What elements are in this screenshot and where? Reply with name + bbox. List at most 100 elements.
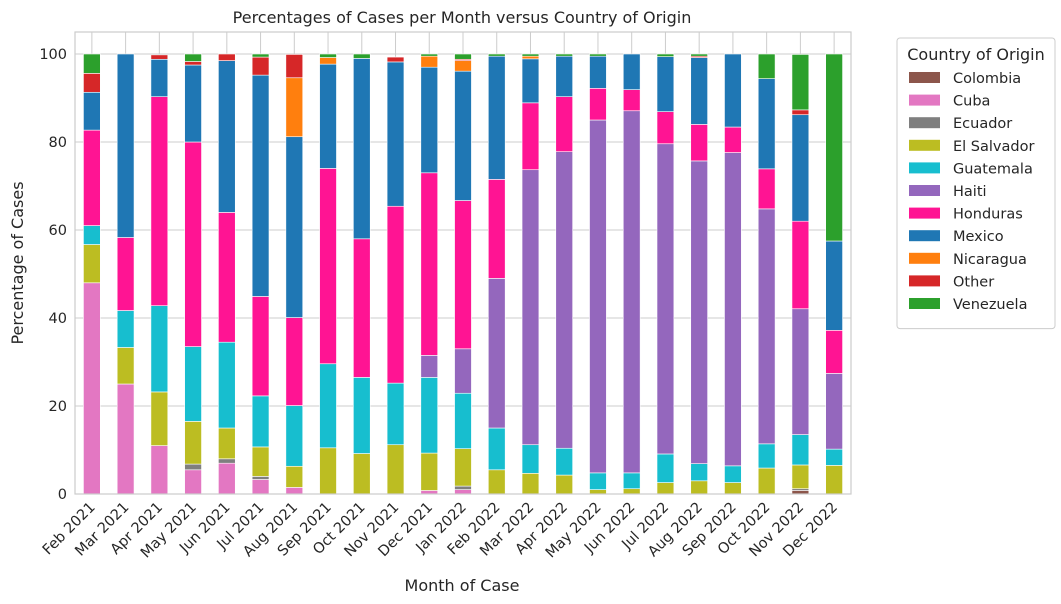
bar-segment-honduras — [184, 141, 202, 347]
bar-segment-honduras — [555, 96, 573, 152]
y-tick-label: 60 — [49, 223, 67, 239]
bar-segment-mexico — [353, 58, 371, 240]
bar-segment-honduras — [454, 200, 472, 350]
bar-segment-haiti — [757, 208, 776, 445]
plot-frame — [74, 31, 852, 495]
bar-segment-guatemala — [690, 463, 708, 482]
bar-segment-el-salvador — [251, 446, 270, 477]
chart-title: Percentages of Cases per Month versus Co… — [233, 8, 692, 27]
bar-segment-mexico — [488, 55, 506, 180]
bar-segment-mexico — [218, 60, 236, 213]
bar-segment-honduras — [724, 126, 742, 153]
legend-items: Colombia Cuba Ecuador El Salvador Guatemala H… — [909, 71, 1034, 313]
bar-segment-guatemala — [488, 427, 506, 471]
bar-segment-haiti — [622, 110, 641, 474]
bar-segment-nicaragua — [521, 55, 540, 60]
bar-segment-guatemala — [724, 465, 742, 483]
bar-segment-honduras — [218, 212, 236, 343]
legend-swatch-el-salvador — [909, 139, 940, 151]
bar-segment-mexico — [724, 53, 742, 128]
bar-segment-el-salvador — [690, 480, 708, 495]
bar-segment-el-salvador — [116, 347, 135, 385]
bar-segment-venezuela — [251, 53, 270, 58]
bar-segment-ecuador — [184, 463, 202, 471]
bar-segment-guatemala — [555, 447, 573, 476]
bar-segment-mexico — [251, 74, 270, 297]
bar-segment-ecuador — [218, 458, 236, 464]
bar-segment-honduras — [521, 102, 540, 171]
legend-label-honduras: Honduras — [953, 207, 1023, 223]
bar-segment-venezuela — [488, 53, 506, 57]
bar-segment-haiti — [825, 373, 843, 450]
legend-label-ecuador: Ecuador — [953, 116, 1012, 132]
bar-segment-haiti — [454, 348, 472, 394]
bar-segment-honduras — [386, 205, 405, 384]
bar-segment-mexico — [184, 64, 202, 143]
bar-segment-ecuador — [454, 485, 472, 490]
bar-segment-honduras — [353, 238, 371, 378]
legend-swatch-other — [909, 275, 940, 287]
legend-label-mexico: Mexico — [953, 229, 1004, 245]
bar-segment-haiti — [656, 143, 675, 455]
bar-segment-honduras — [791, 220, 810, 310]
bar-segment-venezuela — [791, 54, 810, 111]
bar-segment-honduras — [150, 96, 169, 306]
bar-segment-honduras — [488, 179, 506, 279]
bar-segment-other — [83, 73, 101, 93]
bar-segment-mexico — [150, 58, 169, 97]
bar-segment-nicaragua — [420, 55, 438, 68]
y-tick-label: 100 — [39, 47, 67, 63]
bar-segment-mexico — [420, 66, 438, 174]
bar-segment-nicaragua — [285, 77, 304, 138]
legend-label-nicaragua: Nicaragua — [953, 252, 1027, 268]
bar-segment-el-salvador — [589, 489, 607, 495]
bar-segment-other — [791, 109, 810, 116]
bar-segment-el-salvador — [622, 488, 641, 495]
bar-segment-haiti — [521, 169, 540, 446]
legend-swatch-venezuela — [909, 298, 940, 309]
bar-segment-mexico — [825, 240, 843, 331]
bar-segment-mexico — [83, 91, 101, 131]
legend: Country of Origin Colombia Cuba Ecuador El … — [896, 37, 1056, 330]
bar-segment-venezuela — [454, 53, 472, 60]
bar-segment-mexico — [454, 70, 472, 201]
legend-swatch-haiti — [909, 185, 940, 196]
bar-segment-nicaragua — [319, 57, 337, 65]
bar-segment-venezuela — [184, 53, 202, 62]
bar-segment-haiti — [791, 308, 810, 435]
bar-segment-venezuela — [825, 53, 843, 242]
bar-segment-honduras — [656, 111, 675, 145]
legend-label-cuba: Cuba — [953, 94, 990, 110]
legend-title: Country of Origin — [907, 45, 1045, 64]
bar-segment-mexico — [555, 55, 573, 97]
bar-segment-el-salvador — [353, 453, 371, 495]
bar-segment-el-salvador — [218, 427, 236, 460]
bar-segment-guatemala — [285, 405, 304, 467]
y-tick-label: 80 — [49, 135, 67, 151]
bar-segment-guatemala — [656, 453, 675, 483]
bar-segment-venezuela — [319, 53, 337, 58]
bar-segment-cuba — [116, 383, 135, 495]
bar-segment-el-salvador — [757, 467, 776, 495]
bar-segment-el-salvador — [184, 421, 202, 465]
bar-segment-haiti — [690, 160, 708, 464]
bar-segment-haiti — [488, 278, 506, 429]
bar-segment-el-salvador — [420, 452, 438, 491]
bar-segment-honduras — [116, 237, 135, 311]
legend-label-venezuela: Venezuela — [953, 297, 1027, 313]
bar-segment-el-salvador — [285, 465, 304, 488]
bar-segment-el-salvador — [656, 482, 675, 495]
bar-segment-other — [184, 61, 202, 66]
bar-segment-el-salvador — [83, 244, 101, 284]
bar-segment-other — [150, 54, 169, 60]
bar-segment-venezuela — [690, 53, 708, 57]
bar-stacks — [83, 53, 843, 495]
bar-segment-cuba — [454, 489, 472, 495]
bar-segment-other — [386, 56, 405, 63]
bar-segment-honduras — [757, 168, 776, 210]
y-tick-labels: 0 20 40 60 80 100 — [39, 47, 67, 503]
bar-segment-guatemala — [150, 305, 169, 393]
legend-label-haiti: Haiti — [953, 184, 987, 200]
bar-segment-el-salvador — [724, 482, 742, 495]
bar-segment-mexico — [757, 78, 776, 170]
